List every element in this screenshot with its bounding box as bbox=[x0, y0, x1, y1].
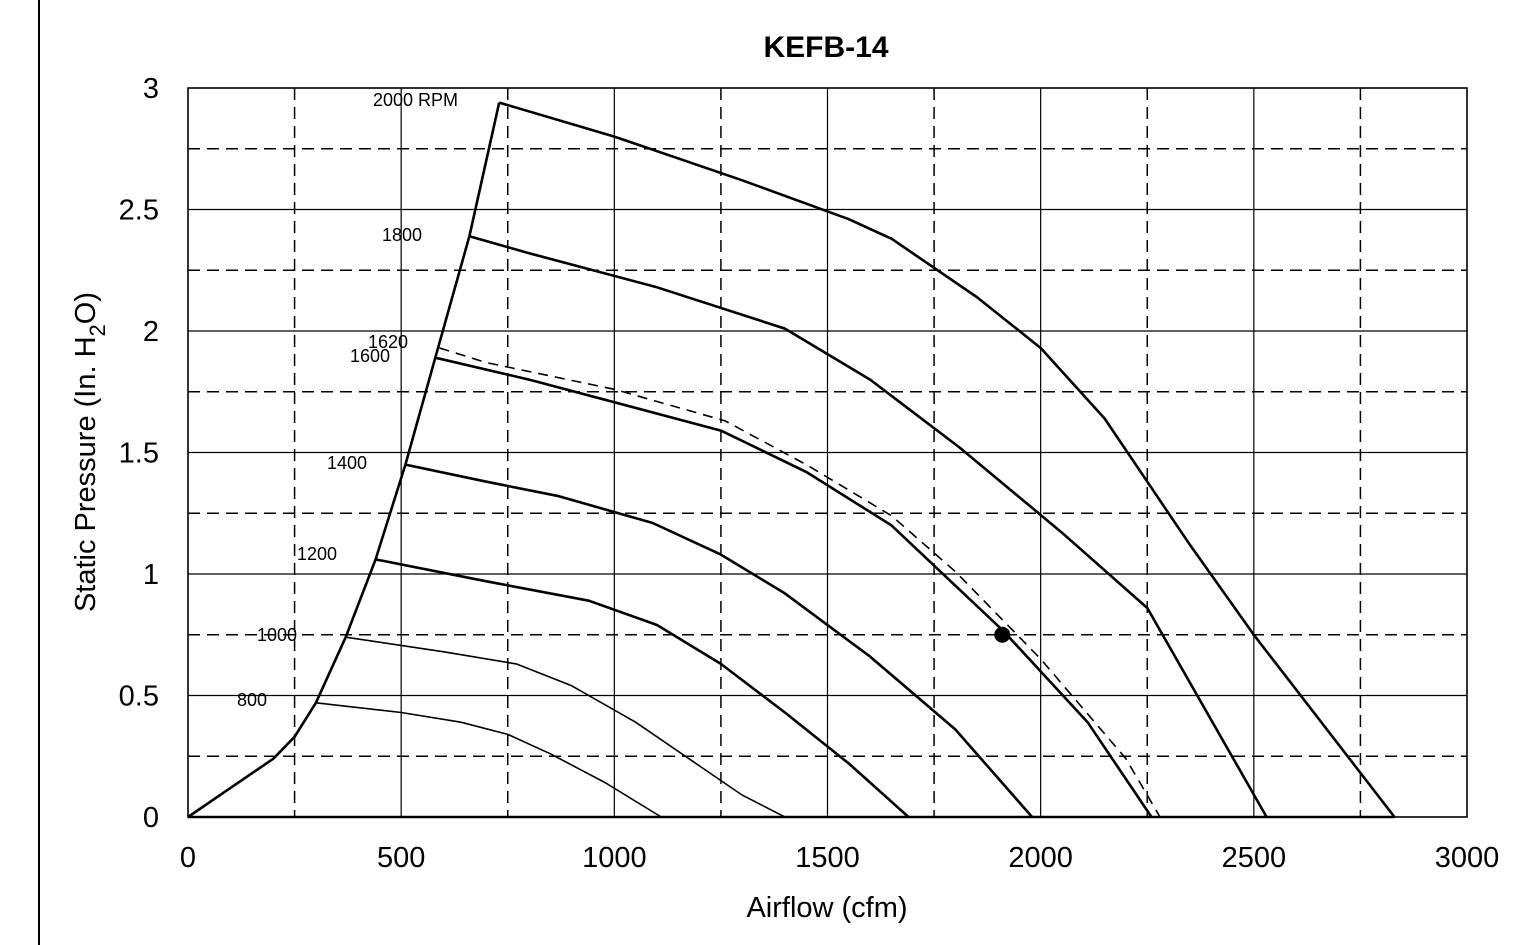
series-line-1200 bbox=[375, 558, 910, 818]
y-tick-label-4: 2 bbox=[143, 316, 159, 348]
curve-label-1: 1800 bbox=[382, 225, 422, 245]
series-line-1800 bbox=[469, 234, 1268, 818]
series-line-1000 bbox=[345, 636, 786, 818]
y-axis-label-end: O) bbox=[70, 292, 102, 324]
curve-label-6: 1000 bbox=[257, 625, 297, 645]
y-tick-label-2: 1 bbox=[143, 559, 159, 591]
tick-labels: 0 500 1000 1500 2000 2500 3000 0 0.5 1 1.5 2 2.5 3 bbox=[119, 73, 1500, 874]
chart-title: KEFB-14 bbox=[763, 31, 888, 64]
y-tick-label-1: 0.5 bbox=[119, 681, 159, 713]
operating-point-marker bbox=[994, 626, 1011, 643]
y-axis-label-subscript: 2 bbox=[85, 324, 110, 336]
curve-label-7: 800 bbox=[237, 690, 267, 710]
x-tick-label-3: 1500 bbox=[795, 842, 860, 874]
series-line-1600 bbox=[435, 356, 1153, 818]
curve-label-4: 1400 bbox=[327, 453, 367, 473]
x-tick-label-2: 1000 bbox=[582, 842, 647, 874]
x-tick-label-6: 3000 bbox=[1435, 842, 1500, 874]
curve-label-3: 1600 bbox=[350, 346, 390, 366]
curve-label-5: 1200 bbox=[297, 544, 337, 564]
x-tick-label-0: 0 bbox=[180, 842, 196, 874]
y-axis-label-main: Static Pressure (In. H bbox=[70, 336, 102, 612]
series-line-system-left bbox=[187, 102, 501, 819]
curve-label-2: 1620 bbox=[368, 332, 408, 352]
series-line-1620 bbox=[439, 347, 1161, 818]
curve-label-0: 2000 RPM bbox=[373, 90, 458, 110]
grid bbox=[187, 87, 1468, 818]
y-tick-label-6: 3 bbox=[143, 73, 159, 105]
y-tick-label-5: 2.5 bbox=[119, 195, 159, 227]
series-line-1400 bbox=[405, 463, 1034, 818]
x-tick-label-5: 2500 bbox=[1222, 842, 1287, 874]
series-line-800 bbox=[315, 702, 662, 818]
y-axis-label: Static Pressure (In. H2O) bbox=[70, 292, 110, 612]
y-tick-label-3: 1.5 bbox=[119, 438, 159, 470]
x-tick-label-1: 500 bbox=[377, 842, 425, 874]
page-left-rule bbox=[38, 0, 40, 945]
y-tick-label-0: 0 bbox=[143, 802, 159, 834]
series-group bbox=[187, 101, 1396, 819]
series-line-2000-rpm bbox=[498, 101, 1396, 818]
x-axis-label: Airflow (cfm) bbox=[746, 892, 907, 924]
x-tick-label-4: 2000 bbox=[1008, 842, 1073, 874]
